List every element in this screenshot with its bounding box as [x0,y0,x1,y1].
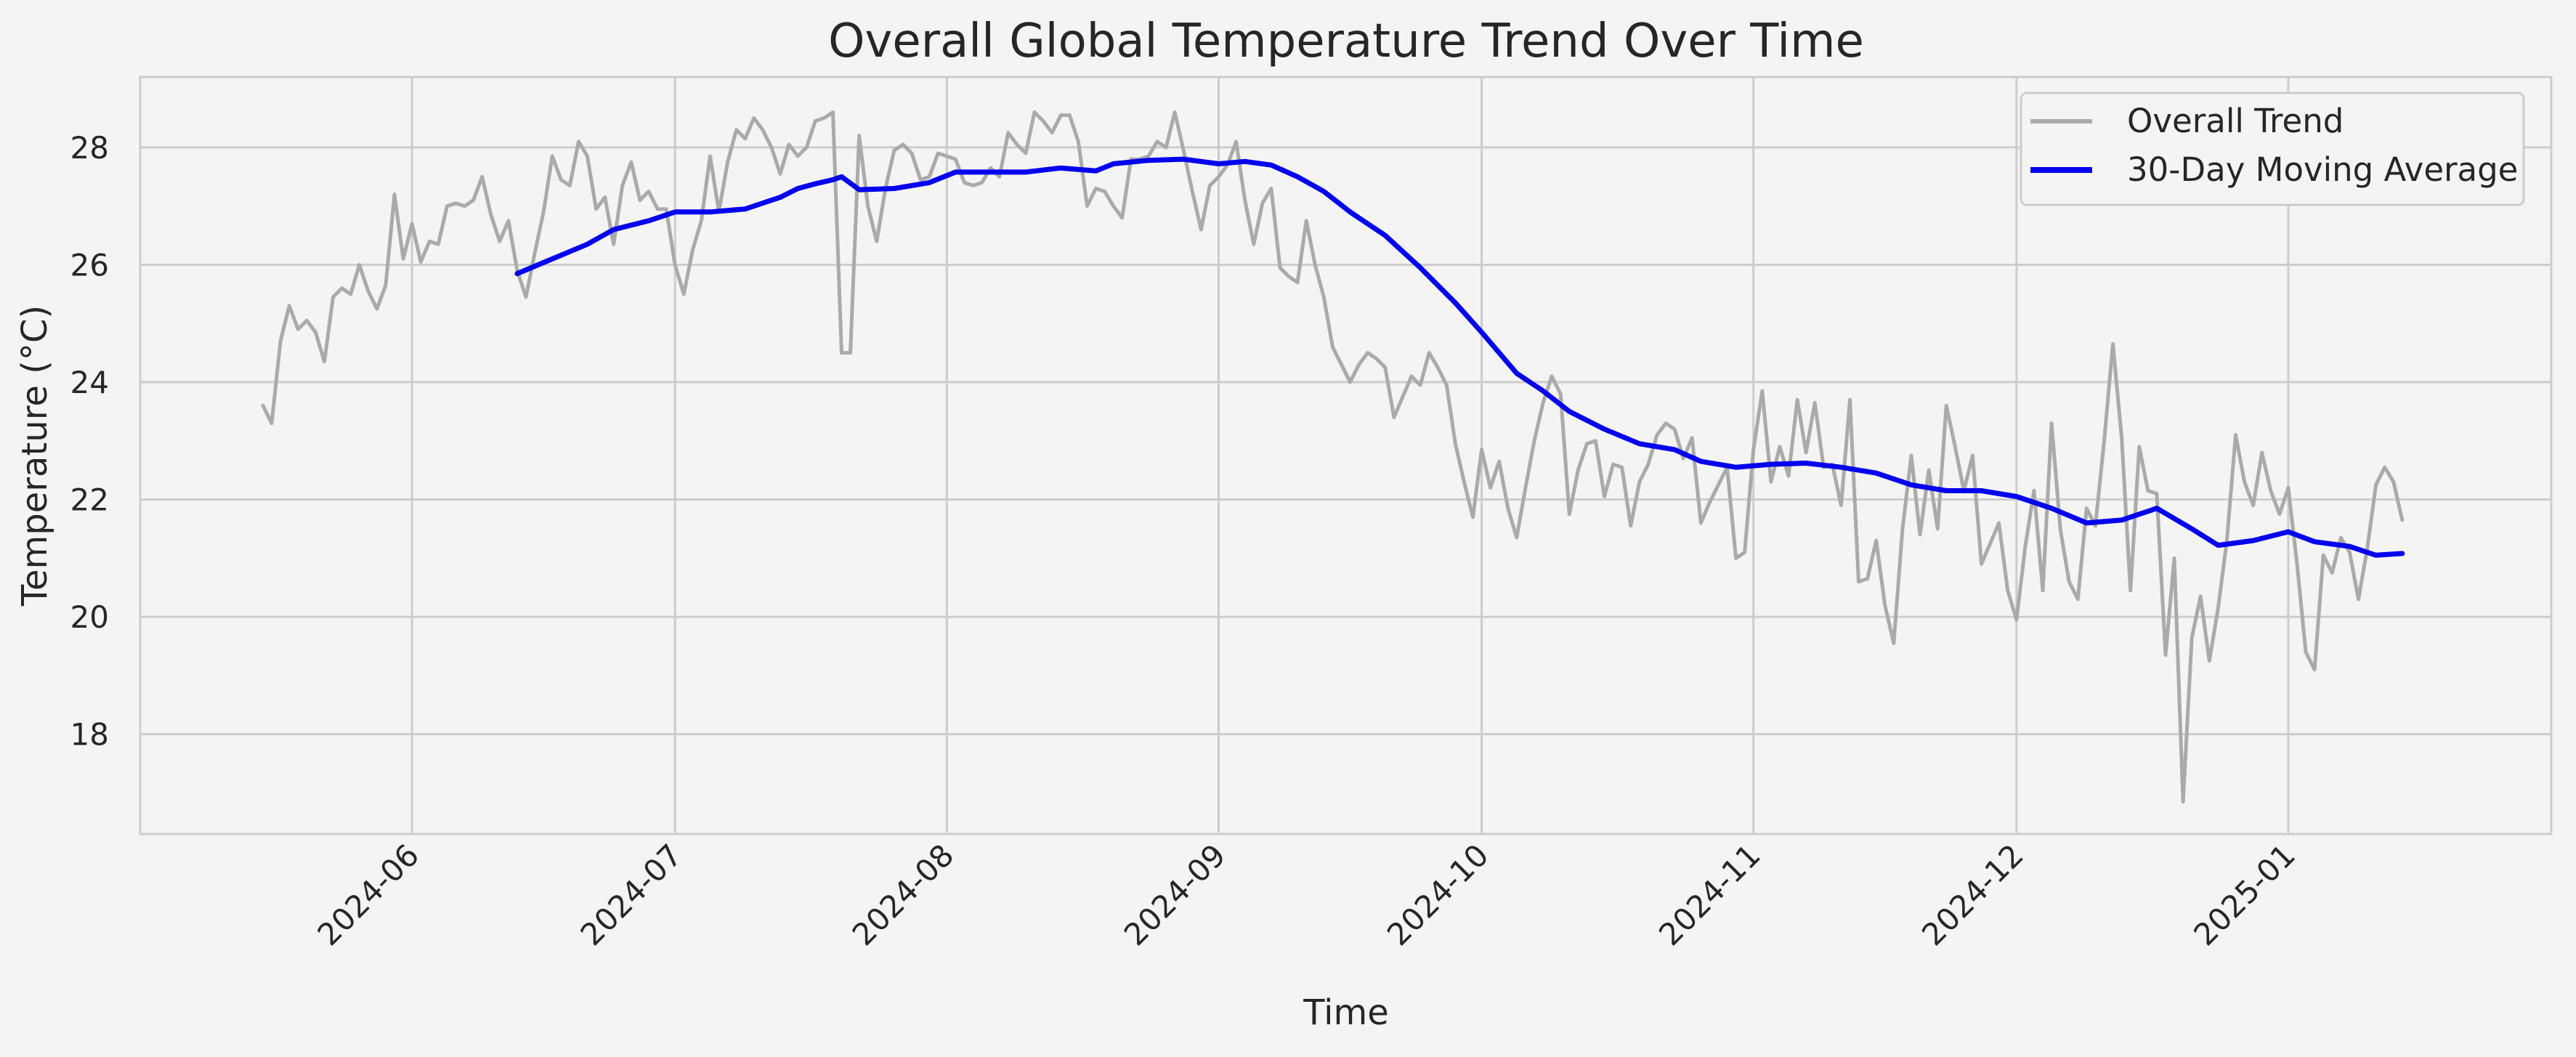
x-tick-labels: 2024-06 2024-07 2024-08 2024-09 2024-10 2024-… [310,837,2302,952]
overall-trend-line [261,110,2405,804]
chart-title: Overall Global Temperature Trend Over Ti… [828,15,1864,68]
legend-box [2020,92,2525,206]
y-tick-label: 22 [70,482,109,518]
x-tick-label: 2024-08 [846,837,961,952]
x-tick-label: 2024-09 [1117,837,1233,952]
y-tick-label: 20 [70,599,109,635]
legend-label-overall-trend: Overall Trend [2127,102,2344,140]
x-tick-label: 2024-07 [574,837,689,952]
series-layer [261,110,2405,804]
y-tick-label: 26 [70,247,109,283]
y-tick-label: 24 [70,365,109,400]
x-axis-label: Time [1303,992,1388,1033]
x-tick-label: 2025-01 [2187,837,2302,952]
x-tick-label: 2024-11 [1652,837,1767,952]
y-tick-label: 28 [70,130,109,166]
legend-label-moving-average: 30-Day Moving Average [2127,150,2518,189]
y-tick-label: 18 [70,717,109,753]
moving-average-line [514,156,2405,558]
y-tick-labels: 18 20 22 24 26 28 [70,130,109,753]
y-axis-label: Temperature (°C) [15,305,55,607]
x-tick-label: 2024-06 [310,837,426,952]
x-tick-label: 2024-12 [1915,837,2030,952]
x-tick-label: 2024-10 [1380,837,1496,952]
legend: Overall Trend 30-Day Moving Average [2020,92,2525,206]
